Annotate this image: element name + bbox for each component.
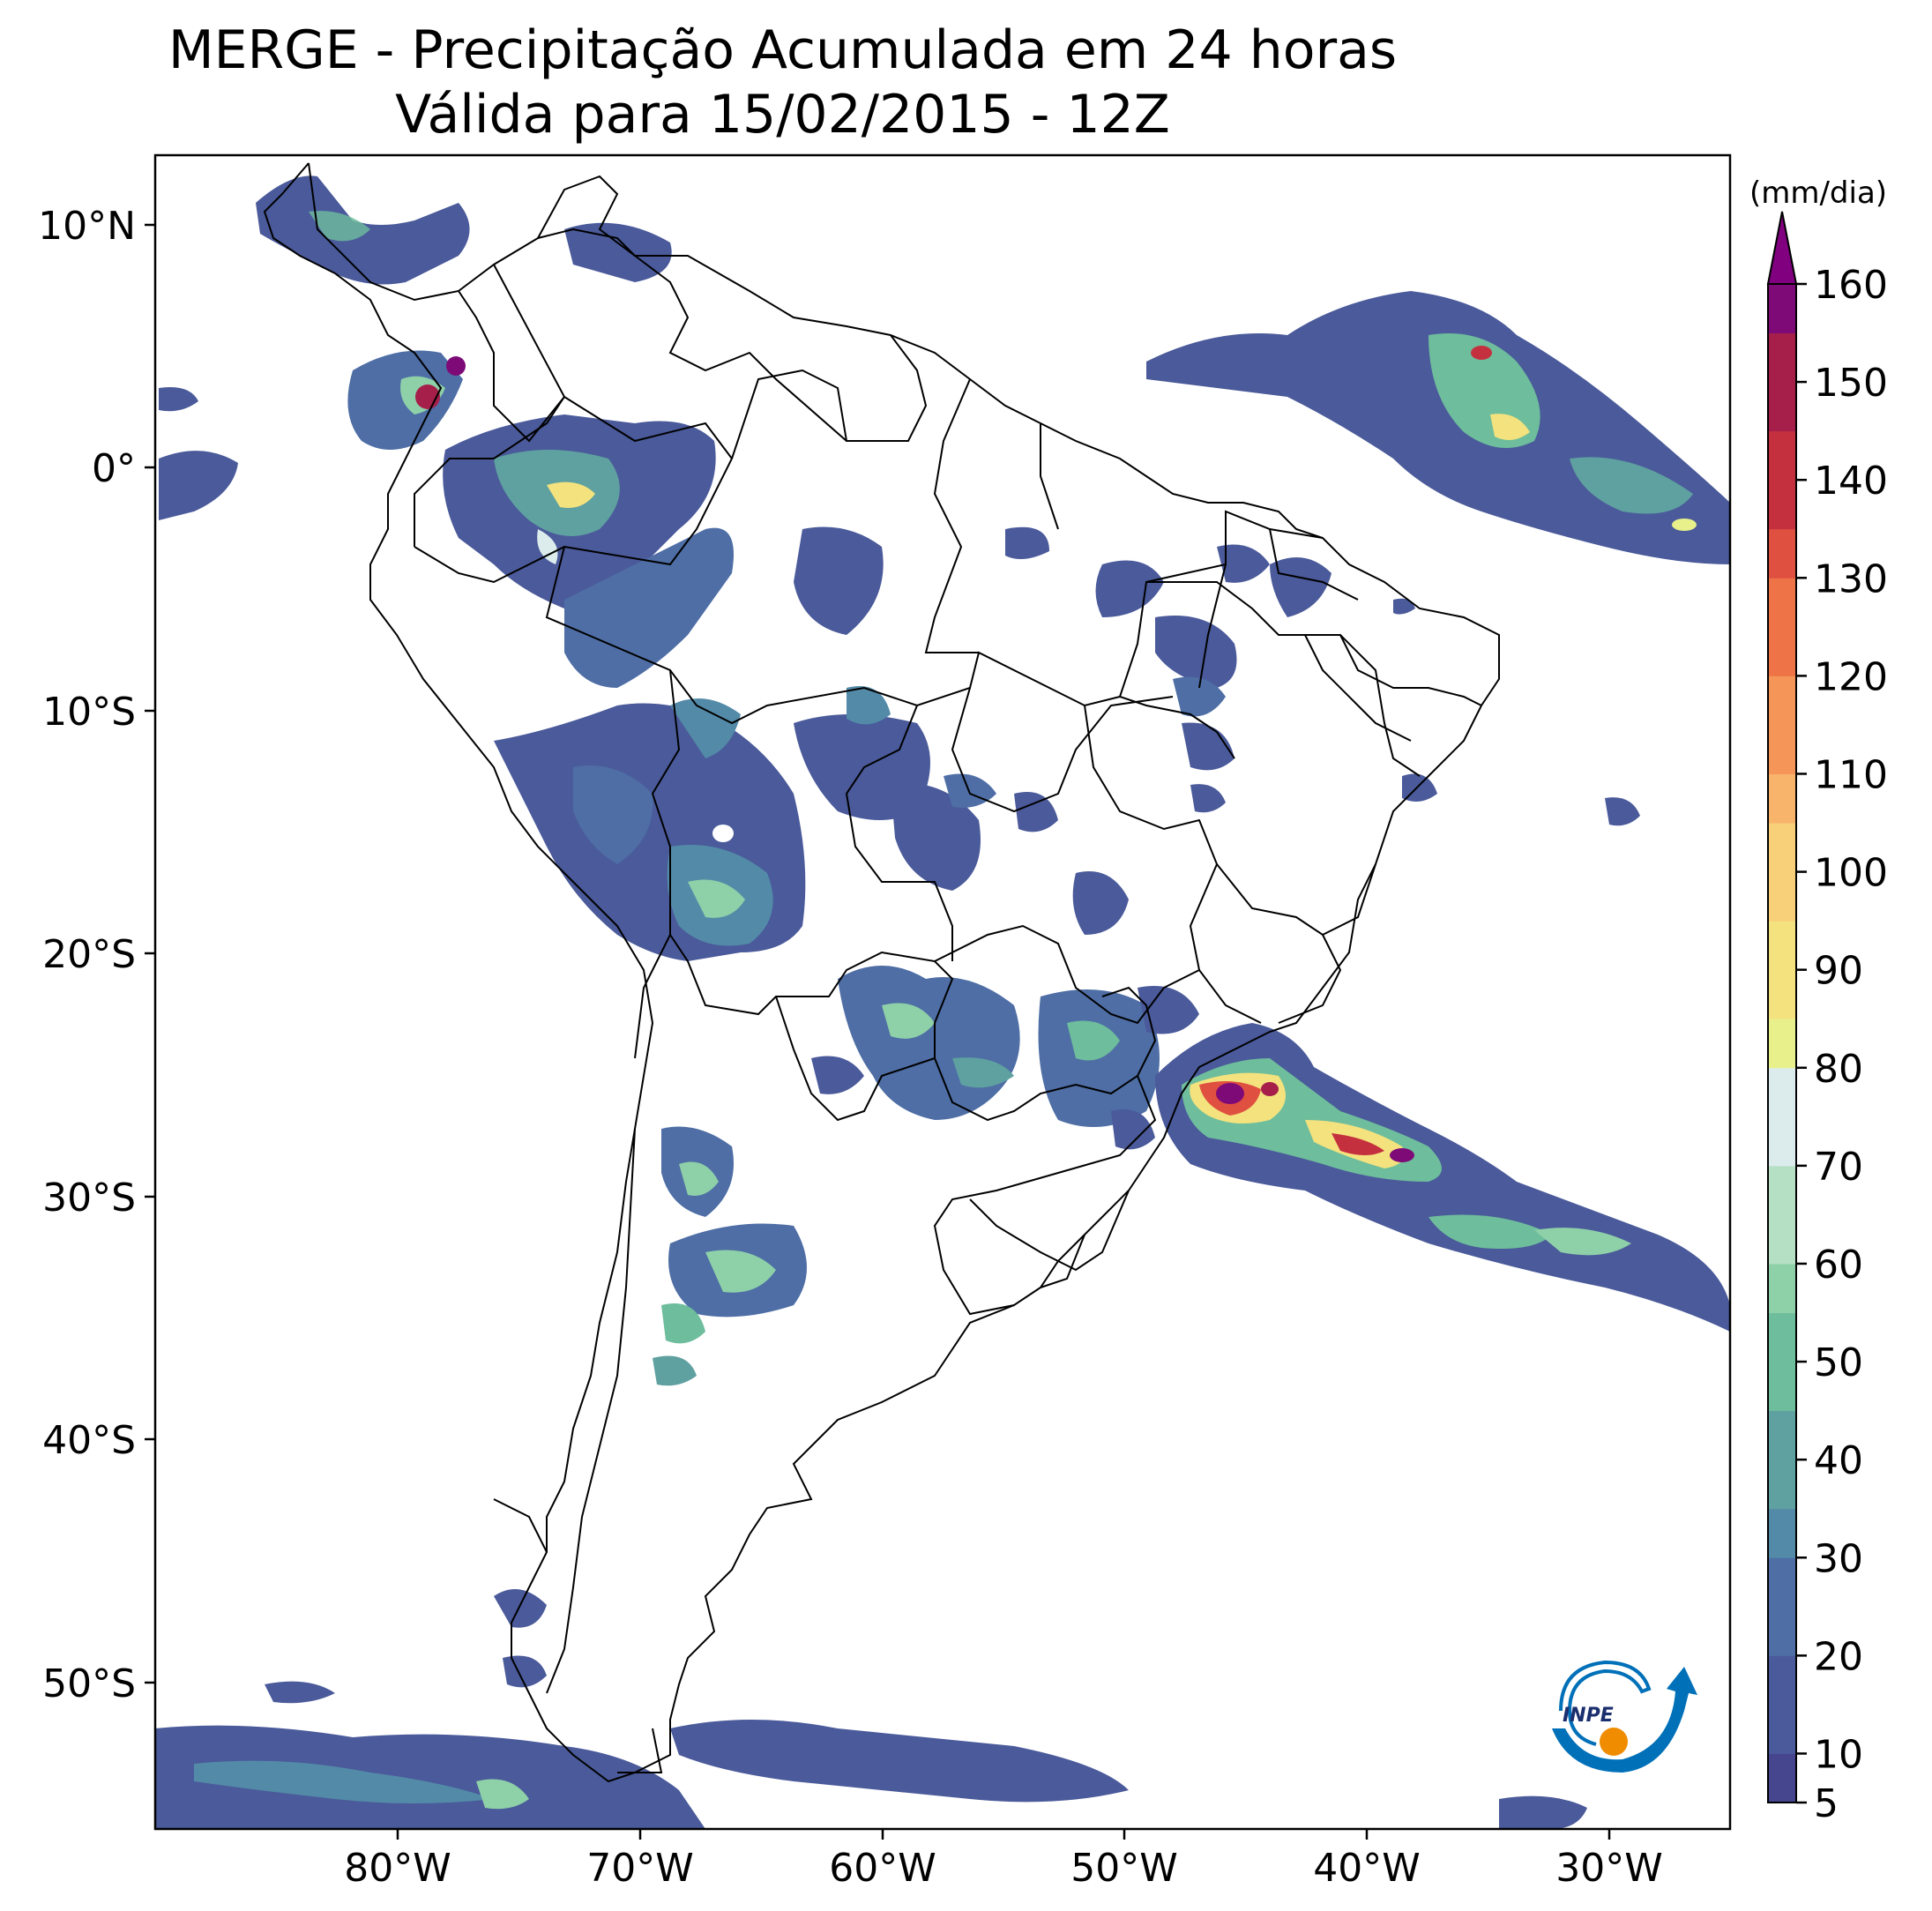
colorbar-segment — [1768, 1362, 1796, 1412]
x-tick-label: 70°W — [586, 1846, 694, 1891]
inpe-logo: INPE — [1552, 1660, 1697, 1773]
colorbar-segment — [1768, 1312, 1796, 1362]
colorbar-segment — [1768, 1459, 1796, 1510]
y-tick-label: 0° — [92, 446, 136, 491]
colorbar: 510 20 30 40 50 60 70 80 90 100 110 120 130 140 150 160 — [1766, 211, 1888, 1826]
colorbar-segment — [1768, 430, 1796, 481]
colorbar-tick-label: 90 — [1814, 949, 1863, 994]
colorbar-segment — [1768, 773, 1796, 824]
colorbar-segment — [1768, 724, 1796, 774]
y-tick-label: 10°S — [42, 690, 136, 735]
colorbar-tick-label: 140 — [1814, 459, 1888, 504]
inpe-logo-text: INPE — [1563, 1705, 1614, 1727]
colorbar-segment — [1768, 1067, 1796, 1117]
colorbar-tick-label: 30 — [1814, 1536, 1863, 1581]
colorbar-tick-label: 60 — [1814, 1243, 1863, 1288]
colorbar-segment — [1768, 1557, 1796, 1608]
colorbar-segment — [1768, 676, 1796, 726]
colorbar-tick-label: 130 — [1814, 556, 1888, 601]
colorbar-segment — [1768, 332, 1796, 383]
colorbar-unit-label: (mm/dia) — [1749, 175, 1887, 211]
x-tick-label: 50°W — [1070, 1846, 1178, 1891]
colorbar-segment — [1768, 1606, 1796, 1656]
y-tick-labels: 10°N 0° 10°S 20°S 30°S 40°S 50°S — [38, 204, 136, 1706]
colorbar-tick-label: 100 — [1814, 851, 1888, 896]
colorbar-segment — [1768, 1165, 1796, 1215]
map-subtitle: Válida para 15/02/2015 - 12Z — [395, 84, 1170, 146]
precipitation-field — [155, 175, 1730, 1829]
colorbar-segment — [1768, 626, 1796, 676]
colorbar-segment — [1768, 823, 1796, 873]
continent-outline — [263, 162, 1500, 1783]
map-frame — [153, 153, 1732, 1831]
colorbar-segment — [1768, 1753, 1796, 1803]
map-title: MERGE - Precipitação Acumulada em 24 hor… — [168, 19, 1398, 81]
colorbar-segment — [1768, 1410, 1796, 1460]
colorbar-tick-label: 80 — [1814, 1047, 1863, 1092]
colorbar-segment — [1768, 578, 1796, 628]
colorbar-tick-label: 40 — [1814, 1438, 1863, 1483]
colorbar-segment — [1768, 382, 1796, 432]
colorbar-tick-label: 150 — [1814, 361, 1888, 406]
colorbar-extend-arrow — [1766, 211, 1798, 285]
x-tick-label: 80°W — [344, 1846, 451, 1891]
colorbar-segment — [1768, 284, 1796, 334]
colorbar-tick-label: 10 — [1814, 1732, 1863, 1777]
colorbar-segment — [1768, 1704, 1796, 1754]
y-tick-label: 50°S — [42, 1661, 136, 1706]
colorbar-segment — [1768, 871, 1796, 922]
y-tick-label: 40°S — [42, 1418, 136, 1463]
colorbar-segment — [1768, 1116, 1796, 1167]
colorbar-tick-label: 50 — [1814, 1340, 1863, 1385]
colorbar-tick-label: 5 — [1814, 1781, 1839, 1826]
colorbar-tick-label: 110 — [1814, 752, 1888, 797]
country-borders — [263, 162, 1500, 1783]
colorbar-frame — [1767, 283, 1797, 1803]
colorbar-segment — [1768, 1263, 1796, 1314]
x-tick-labels: 80°W 70°W 60°W 50°W 40°W 30°W — [344, 1846, 1663, 1891]
colorbar-segment — [1768, 480, 1796, 530]
colorbar-tick-label: 20 — [1814, 1634, 1863, 1679]
colorbar-segment — [1768, 1508, 1796, 1558]
x-tick-label: 60°W — [829, 1846, 936, 1891]
colorbar-segment — [1768, 528, 1796, 579]
colorbar-segment — [1768, 1214, 1796, 1265]
colorbar-segment — [1768, 1655, 1796, 1706]
colorbar-tick-label: 70 — [1814, 1145, 1863, 1190]
colorbar-segment — [1768, 1019, 1796, 1069]
colorbar-tick-label: 160 — [1814, 263, 1888, 308]
colorbar-segment — [1768, 921, 1796, 971]
y-tick-label: 20°S — [42, 932, 136, 977]
colorbar-tick-label: 120 — [1814, 654, 1888, 699]
x-tick-label: 40°W — [1313, 1846, 1421, 1891]
colorbar-segment — [1768, 969, 1796, 1019]
y-tick-label: 10°N — [38, 204, 136, 249]
y-tick-marks — [145, 223, 155, 1684]
x-tick-marks — [396, 1829, 1611, 1840]
y-tick-label: 30°S — [42, 1176, 136, 1221]
x-tick-label: 30°W — [1555, 1846, 1663, 1891]
